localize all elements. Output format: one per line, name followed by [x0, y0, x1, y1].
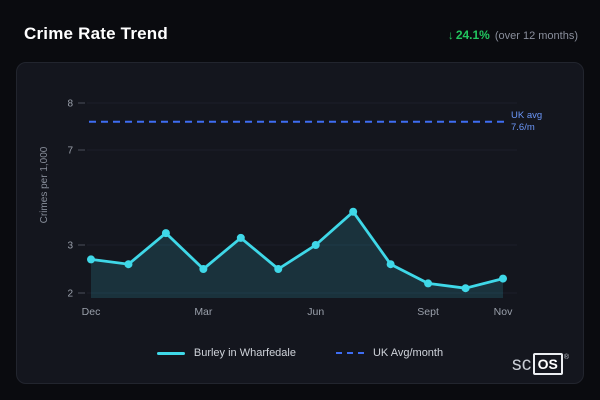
- legend-series-label: Burley in Wharfedale: [193, 347, 296, 359]
- chart-panel: 8 7 3 2 UK avg 7.6/m Dec Mar Jun Sept Nov Crimes pe…: [16, 62, 584, 384]
- data-point[interactable]: [87, 255, 95, 264]
- chart-legend: Burley in Wharfedale UK Avg/month: [17, 347, 583, 359]
- uk-avg-label: UK avg: [511, 110, 542, 121]
- down-arrow-icon: ↓: [447, 28, 454, 42]
- x-tick-label: Sept: [417, 306, 439, 318]
- registered-mark: ®: [563, 354, 569, 361]
- y-tick-label: 2: [67, 289, 73, 300]
- data-point[interactable]: [386, 260, 395, 269]
- data-point[interactable]: [499, 274, 507, 283]
- dashed-line-icon: [335, 352, 364, 354]
- series-line-icon: [156, 351, 185, 355]
- data-point[interactable]: [424, 279, 433, 288]
- legend-reference-label: UK Avg/month: [372, 347, 444, 359]
- x-tick-label: Jun: [307, 306, 324, 318]
- data-point[interactable]: [461, 284, 470, 293]
- y-tick-label: 7: [67, 146, 73, 157]
- series-area: [91, 211, 503, 298]
- series-line: [89, 210, 505, 290]
- data-point[interactable]: [274, 265, 283, 273]
- trend-indicator: ↓ 24.1% (over 12 months): [448, 28, 578, 42]
- data-point[interactable]: [349, 207, 358, 216]
- logo-boxed-text: OS: [532, 353, 563, 375]
- data-point[interactable]: [236, 233, 245, 242]
- data-point[interactable]: [124, 260, 133, 269]
- y-tick-label: 3: [67, 241, 73, 252]
- legend-item-reference[interactable]: UK Avg/month: [335, 347, 444, 359]
- data-point[interactable]: [161, 229, 170, 238]
- data-point[interactable]: [311, 241, 320, 249]
- x-tick-label: Nov: [494, 306, 513, 318]
- trend-caption: (over 12 months): [494, 30, 578, 42]
- y-axis-title: Crimes per 1,000: [39, 146, 50, 223]
- data-point[interactable]: [199, 265, 208, 273]
- uk-avg-value-label: 7.6/m: [511, 122, 535, 133]
- page-title: Crime Rate Trend: [24, 24, 168, 43]
- logo-prefix: sc: [511, 353, 532, 375]
- trend-value: 24.1%: [455, 28, 490, 42]
- x-tick-label: Mar: [194, 306, 213, 318]
- x-tick-label: Dec: [82, 306, 101, 318]
- legend-item-series[interactable]: Burley in Wharfedale: [156, 347, 296, 359]
- y-tick-label: 8: [67, 99, 73, 110]
- header: Crime Rate Trend ↓ 24.1% (over 12 months): [0, 0, 600, 44]
- scos-logo: sc OS ®: [512, 353, 569, 375]
